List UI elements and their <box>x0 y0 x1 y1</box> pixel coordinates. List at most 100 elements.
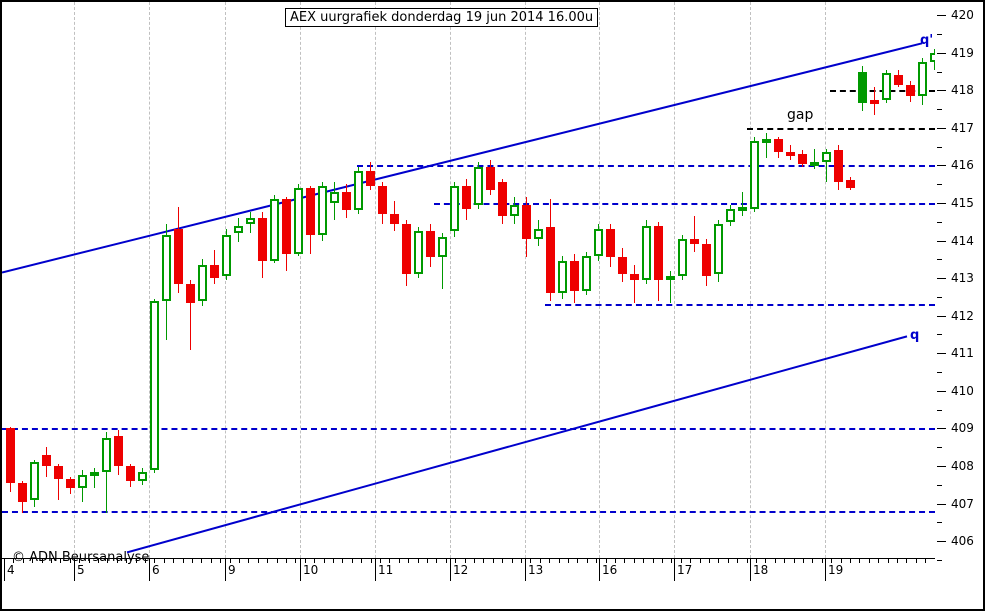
x-minor-tick <box>248 559 249 563</box>
candle-body <box>258 218 267 262</box>
y-tick-416 <box>937 165 946 167</box>
candle-body <box>270 199 279 262</box>
gap-annotation-label: gap <box>787 107 814 124</box>
y-tick-418 <box>937 90 946 92</box>
candle-body <box>870 99 879 104</box>
y-label-411: 411 <box>951 346 974 361</box>
candle-body <box>594 229 603 256</box>
x-minor-tick <box>925 559 926 563</box>
x-minor-tick <box>756 559 757 563</box>
candle-body <box>162 234 171 301</box>
candle-body <box>402 223 411 275</box>
x-minor-tick <box>314 559 315 563</box>
x-minor-tick <box>154 559 155 563</box>
candle-body <box>342 191 351 211</box>
x-minor-tick <box>427 559 428 563</box>
candle-body <box>306 187 315 235</box>
copyright-notice: © ADN Beursanalyse <box>12 550 150 565</box>
y-minor-tick <box>937 447 942 449</box>
candle-body <box>906 84 915 96</box>
x-minor-tick <box>794 559 795 563</box>
candle-wick <box>742 191 743 217</box>
y-minor-tick <box>937 71 942 73</box>
x-tick-17 <box>674 559 675 581</box>
x-minor-tick <box>474 559 475 563</box>
y-minor-tick <box>937 221 942 223</box>
gridline-11 <box>375 2 376 558</box>
x-minor-tick <box>258 559 259 563</box>
x-minor-tick <box>596 559 597 563</box>
candle-body <box>678 238 687 277</box>
x-minor-tick <box>465 559 466 563</box>
y-label-409: 409 <box>951 421 974 436</box>
x-minor-tick <box>145 559 146 563</box>
level-resistance-416 <box>357 165 935 168</box>
x-minor-tick <box>192 559 193 563</box>
x-minor-tick <box>906 559 907 563</box>
y-minor-tick <box>937 559 942 561</box>
candle-wick <box>442 233 443 290</box>
candle-body <box>414 231 423 275</box>
x-minor-tick <box>765 559 766 563</box>
y-label-418: 418 <box>951 83 974 98</box>
gridline-19 <box>825 2 826 558</box>
y-label-415: 415 <box>951 195 974 210</box>
x-tick-18 <box>750 559 751 581</box>
x-minor-tick <box>98 559 99 563</box>
candle-body <box>606 229 615 258</box>
y-label-406: 406 <box>951 534 974 549</box>
candle-body <box>894 75 903 85</box>
candle-body <box>798 154 807 164</box>
candle-body <box>570 261 579 292</box>
candle-body <box>186 283 195 303</box>
y-tick-406 <box>937 541 946 543</box>
gridline-16 <box>599 2 600 558</box>
x-tick-12 <box>450 559 451 581</box>
candle-wick <box>94 467 95 489</box>
y-tick-410 <box>937 390 946 392</box>
candle-body <box>666 276 675 281</box>
candle-body <box>138 471 147 481</box>
chart-title: AEX uurgrafiek donderdag 19 jun 2014 16.… <box>285 8 599 27</box>
x-minor-tick <box>784 559 785 563</box>
candle-body <box>714 223 723 275</box>
x-minor-tick <box>305 559 306 563</box>
level-support-406_8 <box>2 511 935 514</box>
candle-body <box>18 482 27 502</box>
candle-body <box>858 71 867 104</box>
x-minor-tick <box>897 559 898 563</box>
x-minor-tick <box>718 559 719 563</box>
gridline-18 <box>750 2 751 558</box>
x-minor-tick <box>4 559 5 563</box>
candle-wick <box>790 144 791 160</box>
x-minor-tick <box>916 559 917 563</box>
x-minor-tick <box>333 559 334 563</box>
candle-body <box>102 437 111 472</box>
x-minor-tick <box>568 559 569 563</box>
candle-body <box>438 236 447 258</box>
y-tick-419 <box>937 52 946 54</box>
x-minor-tick <box>107 559 108 563</box>
x-minor-tick <box>512 559 513 563</box>
y-tick-413 <box>937 278 946 280</box>
plot-area: gap q' q <box>2 2 935 558</box>
y-tick-414 <box>937 240 946 242</box>
x-label-6: 6 <box>152 563 160 577</box>
candle-body <box>54 465 63 480</box>
y-minor-tick <box>937 109 942 111</box>
candle-body <box>834 150 843 183</box>
upper-trendline-label: q' <box>920 33 934 49</box>
level-support-409 <box>2 428 935 431</box>
x-tick-16 <box>599 559 600 581</box>
gridline-5 <box>74 2 75 558</box>
candle-body <box>474 167 483 205</box>
candle-body <box>558 261 567 294</box>
x-minor-tick <box>521 559 522 563</box>
candle-wick <box>694 216 695 252</box>
candle-body <box>630 274 639 280</box>
x-minor-tick <box>60 559 61 563</box>
candle-body <box>750 141 759 209</box>
x-minor-tick <box>709 559 710 563</box>
candle-body <box>390 214 399 224</box>
